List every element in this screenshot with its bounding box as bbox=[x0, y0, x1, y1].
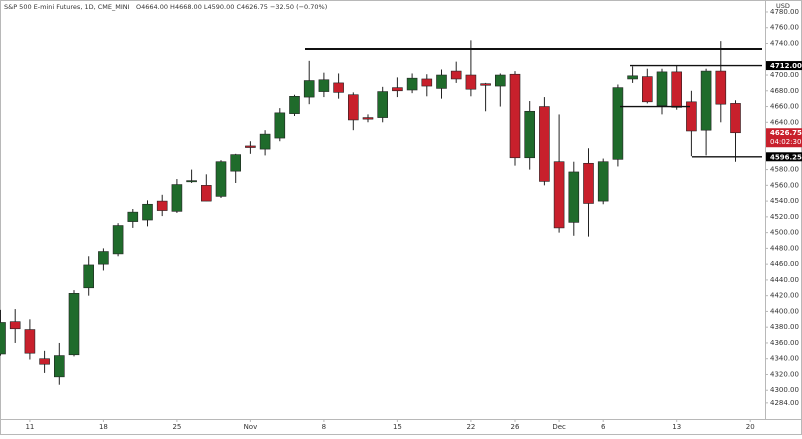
x-tick-label: 25 bbox=[172, 423, 181, 431]
candle-body bbox=[142, 203, 153, 221]
candle-body bbox=[318, 79, 330, 92]
candle-body bbox=[671, 71, 683, 108]
y-tick-label: 4340.00 bbox=[770, 355, 799, 363]
candle-body bbox=[524, 110, 536, 159]
candle-body bbox=[715, 70, 727, 105]
y-tick-label: 4700.00 bbox=[770, 71, 799, 79]
candle-body bbox=[597, 161, 609, 202]
candle-body bbox=[627, 75, 638, 80]
candle-body bbox=[68, 293, 80, 356]
candle-body bbox=[347, 94, 359, 121]
y-tick-label: 4560.00 bbox=[770, 181, 799, 189]
candle-body bbox=[156, 200, 168, 211]
candle-body bbox=[421, 78, 433, 87]
candle-body bbox=[39, 358, 50, 365]
candle-body bbox=[333, 82, 344, 93]
candle-body bbox=[127, 211, 139, 222]
price-label-box bbox=[766, 61, 802, 71]
candle-body bbox=[0, 322, 6, 355]
candle-body bbox=[9, 321, 21, 330]
x-tick-label: 13 bbox=[672, 423, 681, 431]
candle-body bbox=[465, 74, 477, 90]
countdown: 04:02:30 bbox=[770, 138, 801, 146]
candle-body bbox=[494, 74, 506, 87]
x-tick-label: 8 bbox=[322, 423, 326, 431]
candle-body bbox=[686, 101, 697, 132]
x-tick-label: 18 bbox=[99, 423, 108, 431]
x-tick-label: 15 bbox=[393, 423, 402, 431]
y-tick-label: 4680.00 bbox=[770, 87, 799, 95]
candle-body bbox=[274, 112, 286, 139]
candle-body bbox=[259, 133, 271, 150]
x-tick-label: Nov bbox=[244, 423, 258, 431]
chart-title: S&P 500 E-mini Futures, 1D, CME_MINI bbox=[4, 3, 130, 11]
candle-body bbox=[553, 161, 565, 229]
y-tick-label: 4440.00 bbox=[770, 276, 799, 284]
price-label-box bbox=[766, 128, 802, 148]
x-tick-label: 11 bbox=[25, 423, 34, 431]
x-tick-label: 26 bbox=[511, 423, 520, 431]
candle-body bbox=[612, 87, 624, 160]
x-tick-label: Dec bbox=[552, 423, 566, 431]
candle-body bbox=[362, 117, 374, 120]
candle-body bbox=[509, 73, 521, 159]
y-tick-label: 4284.00 bbox=[770, 399, 799, 407]
candle-body bbox=[641, 76, 653, 103]
candle-body bbox=[230, 154, 241, 172]
y-tick-label: 4400.00 bbox=[770, 307, 799, 315]
candle-body bbox=[201, 185, 212, 202]
candle-body bbox=[24, 329, 36, 354]
currency: USD bbox=[776, 2, 790, 10]
candle-body bbox=[656, 71, 668, 107]
candle-body bbox=[303, 80, 315, 98]
price-label-box bbox=[766, 152, 802, 162]
candle-body bbox=[568, 171, 580, 223]
candle-body bbox=[186, 180, 197, 183]
x-tick-label: 6 bbox=[601, 423, 606, 431]
y-tick-label: 4780.00 bbox=[770, 8, 799, 16]
candle-body bbox=[392, 87, 403, 92]
y-tick-label: 4320.00 bbox=[770, 370, 799, 378]
candle-body bbox=[436, 74, 447, 89]
y-tick-label: 4460.00 bbox=[770, 260, 799, 268]
candle-body bbox=[98, 251, 109, 265]
y-tick-label: 4380.00 bbox=[770, 323, 799, 331]
y-tick-label: 4580.00 bbox=[770, 166, 799, 174]
y-tick-label: 4480.00 bbox=[770, 244, 799, 252]
candle-body bbox=[450, 70, 462, 80]
candle-body bbox=[289, 95, 300, 114]
candle-body bbox=[215, 161, 227, 197]
y-tick-label: 4420.00 bbox=[770, 292, 799, 300]
x-tick-label: 20 bbox=[746, 423, 755, 431]
candle-body bbox=[539, 106, 550, 182]
candle-body bbox=[112, 225, 124, 255]
y-tick-label: 4640.00 bbox=[770, 118, 799, 126]
y-tick-label: 4740.00 bbox=[770, 39, 799, 47]
y-tick-label: 4500.00 bbox=[770, 229, 799, 237]
candle-body bbox=[480, 83, 491, 86]
price-label: 4626.75 bbox=[770, 129, 802, 137]
price-label: 4712.00 bbox=[770, 62, 802, 70]
candle-body bbox=[406, 77, 418, 91]
y-tick-label: 4540.00 bbox=[770, 197, 799, 205]
candle-body bbox=[583, 162, 594, 204]
candle-body bbox=[377, 91, 389, 118]
candle-body bbox=[730, 103, 741, 134]
price-label: 4596.25 bbox=[770, 153, 802, 161]
y-tick-label: 4360.00 bbox=[770, 339, 799, 347]
quote: O4664.00 H4668.00 L4590.00 C4626.75 −32.… bbox=[136, 3, 327, 11]
candle-body bbox=[245, 145, 256, 148]
candle-body bbox=[700, 70, 712, 131]
candle-body bbox=[83, 264, 94, 289]
y-tick-label: 4760.00 bbox=[770, 24, 799, 32]
candle-body bbox=[53, 355, 65, 378]
x-tick-label: 22 bbox=[466, 423, 475, 431]
y-tick-label: 4520.00 bbox=[770, 213, 799, 221]
candle-body bbox=[171, 184, 183, 212]
y-tick-label: 4300.00 bbox=[770, 386, 799, 394]
y-tick-label: 4660.00 bbox=[770, 103, 799, 111]
